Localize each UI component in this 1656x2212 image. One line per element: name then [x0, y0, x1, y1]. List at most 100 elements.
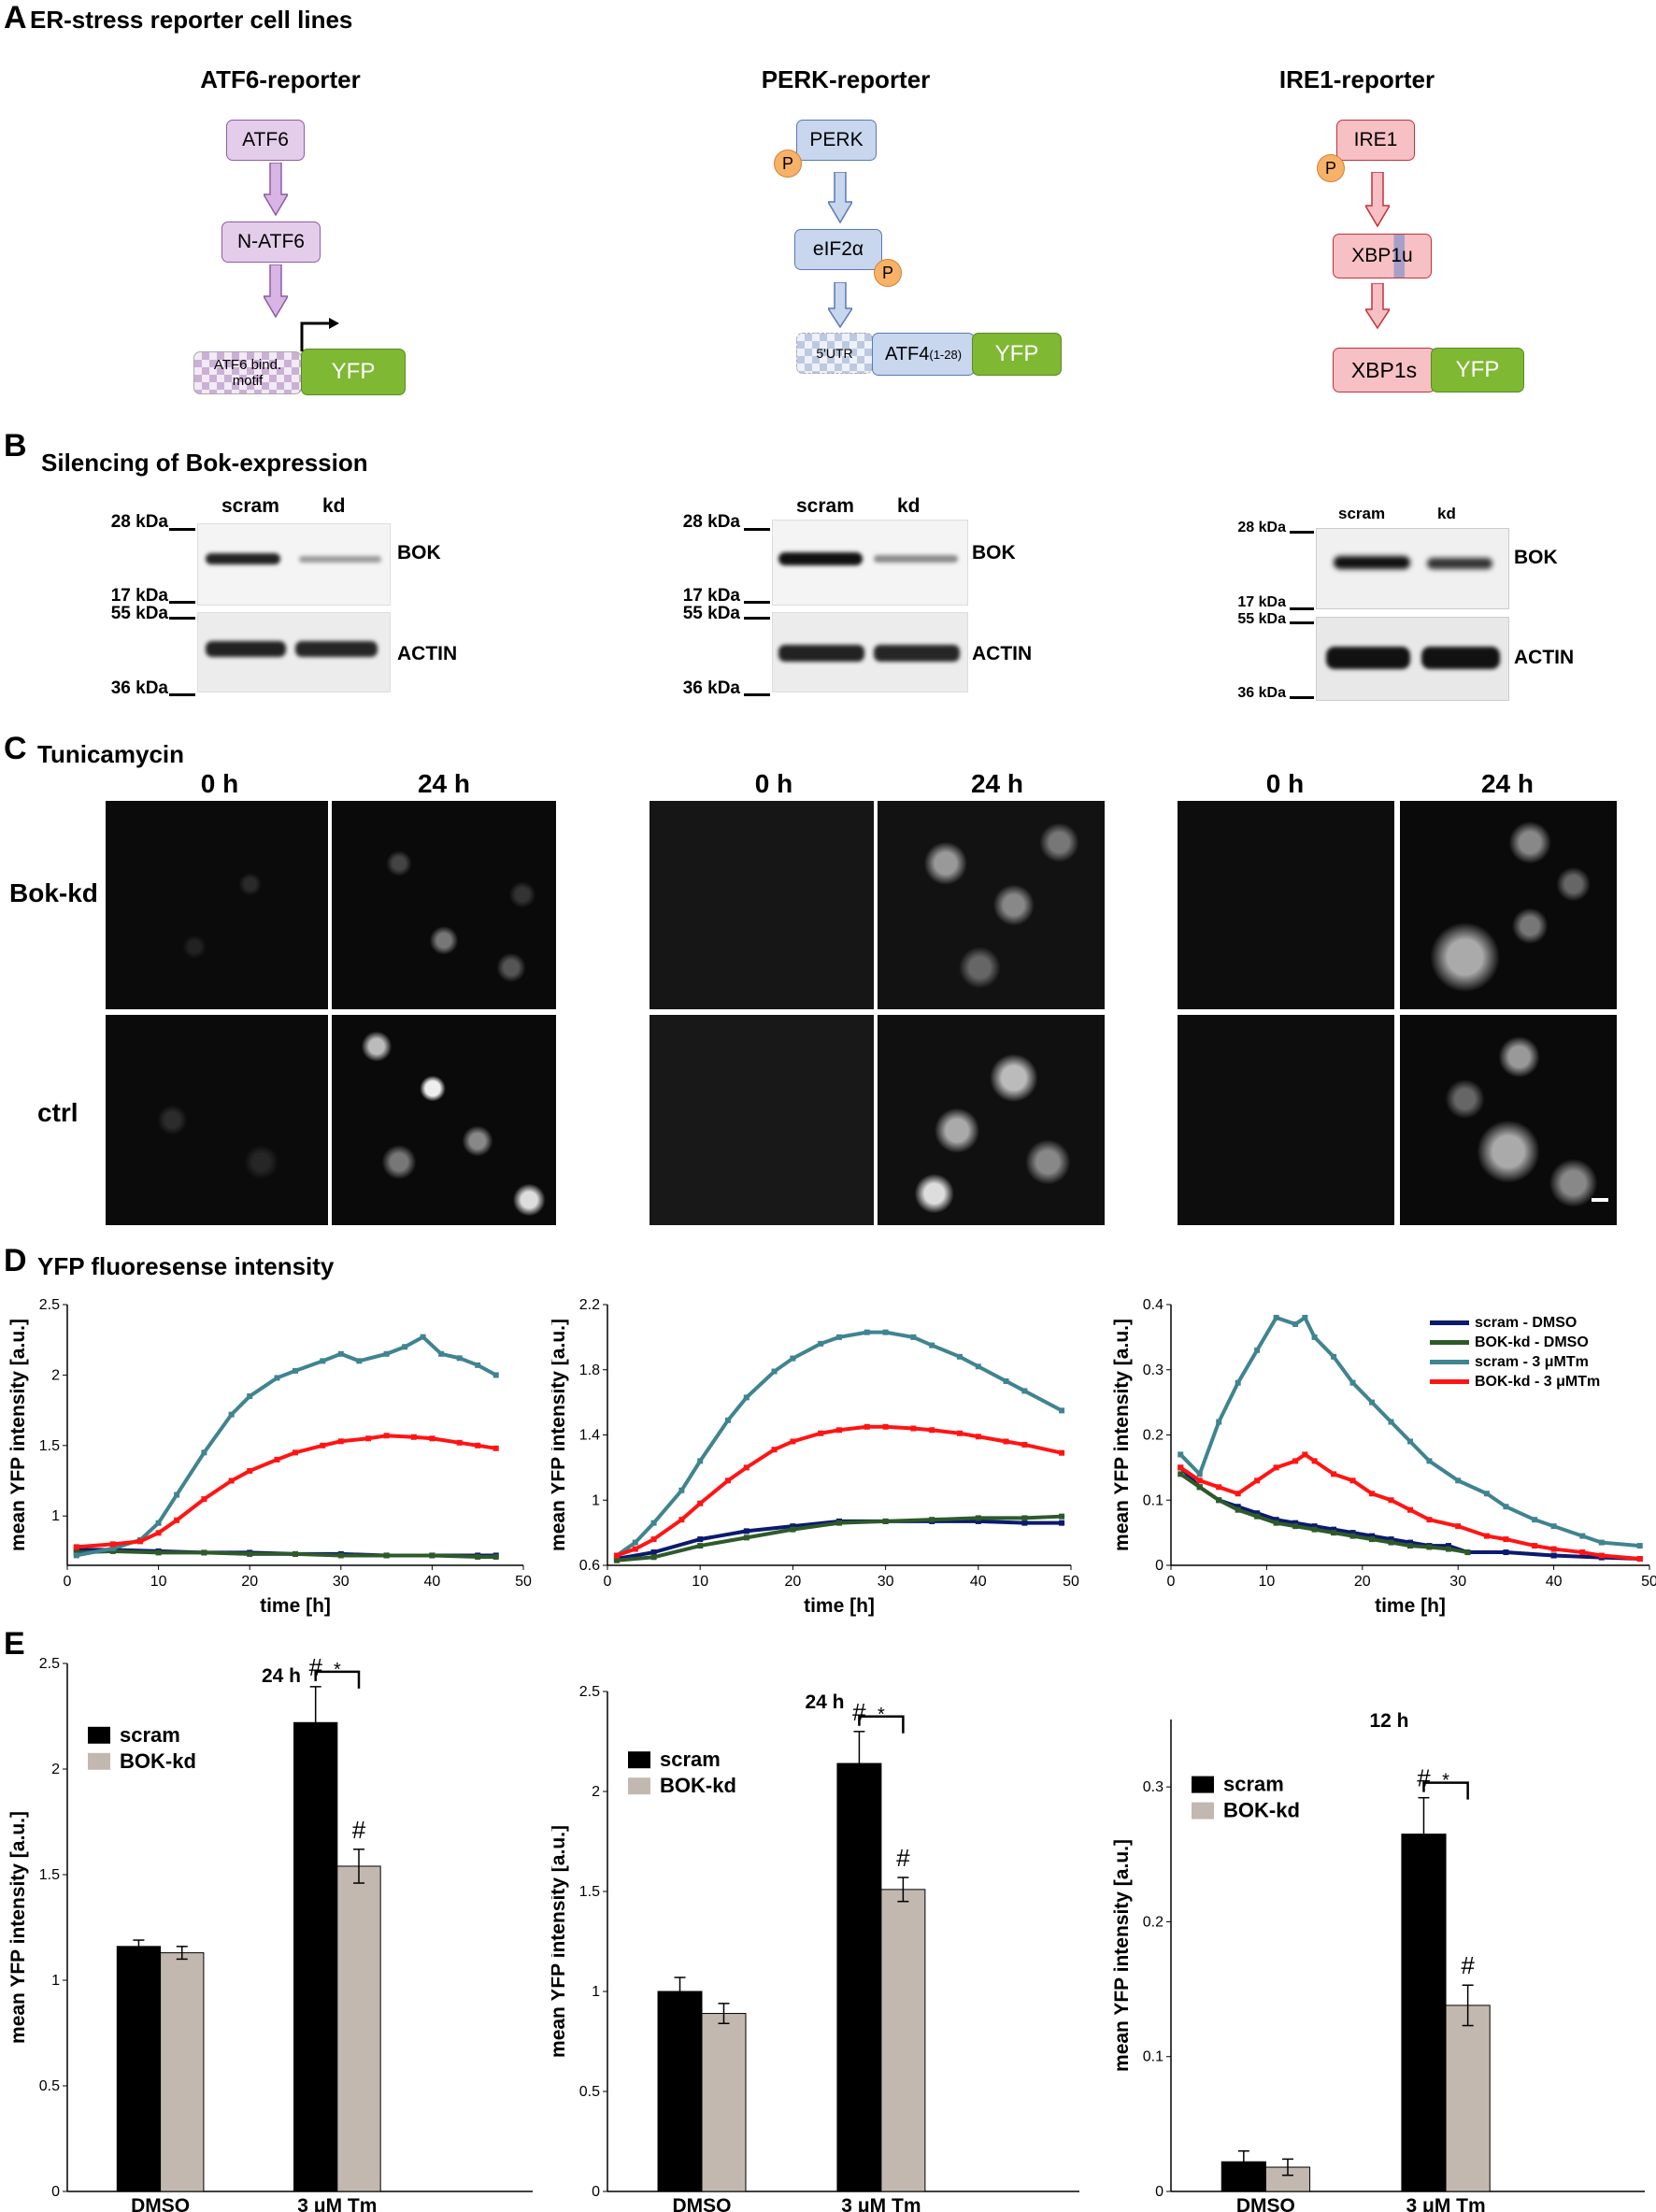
x-tick-label: 0 — [604, 1574, 612, 1590]
y-tick-label: 0 — [1155, 1558, 1163, 1574]
y-tick-label: 1 — [51, 1508, 60, 1524]
data-point — [365, 1435, 372, 1442]
data-point — [1349, 1379, 1356, 1386]
significance-hash: # — [308, 1653, 322, 1681]
scram-lane-label: scram — [796, 495, 854, 517]
data-point — [650, 1554, 657, 1561]
data-point — [1311, 1334, 1318, 1340]
legend-item-bok-tm: BOK-kd - 3 μMTm — [1430, 1372, 1645, 1391]
y-tick-label: 2 — [51, 1367, 60, 1383]
data-point — [882, 1518, 889, 1524]
data-point — [1273, 1464, 1279, 1471]
legend-label: scram — [1223, 1773, 1284, 1796]
data-point — [975, 1515, 981, 1521]
xbp1u-box: XBP1u — [1333, 234, 1432, 278]
x-category-label: 3 μM Tm — [841, 2195, 921, 2212]
y-tick-label: 1.8 — [579, 1363, 600, 1378]
data-point — [1302, 1314, 1308, 1320]
data-point — [456, 1355, 463, 1362]
legend-label: scram - 3 μMTm — [1475, 1354, 1589, 1370]
data-point — [790, 1523, 796, 1530]
data-point — [1331, 1471, 1337, 1477]
data-point — [73, 1544, 79, 1550]
time-24h-label: 24 h — [970, 769, 1024, 798]
scram-lane-label: scram — [1338, 505, 1386, 522]
data-point — [929, 1427, 935, 1434]
y-tick-label: 0 — [1155, 2184, 1163, 2200]
micrograph-atf6-ctrl-24h — [332, 1015, 556, 1225]
marker-17kda: 17 kDa — [682, 586, 740, 606]
arrow-down-icon — [1365, 172, 1390, 228]
n-atf6-box: N-ATF6 — [221, 221, 321, 263]
data-point — [1349, 1530, 1356, 1536]
series-line — [1179, 1472, 1468, 1555]
legend-swatch — [1430, 1320, 1469, 1325]
data-point — [1369, 1399, 1376, 1406]
x-tick-label: 30 — [1449, 1574, 1466, 1590]
data-point — [109, 1548, 116, 1554]
data-point — [956, 1430, 963, 1436]
data-point — [274, 1375, 280, 1381]
data-point — [882, 1423, 889, 1430]
data-point — [429, 1435, 435, 1442]
data-point — [975, 1434, 981, 1440]
data-point — [1532, 1517, 1538, 1523]
eif2a-box: eIF2α — [794, 229, 882, 270]
marker-28kda: 28 kDa — [110, 512, 168, 532]
significance-star: * — [1442, 1771, 1449, 1791]
promoter-arrow-icon — [300, 318, 339, 351]
data-point — [1388, 1419, 1394, 1425]
y-axis-label: mean YFP intensity [a.u.] — [7, 1811, 29, 2044]
series-line — [616, 1424, 1063, 1558]
legend-label: scram - DMSO — [1475, 1315, 1577, 1331]
legend-swatch — [1430, 1360, 1469, 1364]
data-point — [724, 1477, 731, 1484]
data-point — [790, 1355, 796, 1362]
data-point — [137, 1538, 144, 1545]
significance-bracket — [858, 1715, 905, 1734]
x-tick-label: 0 — [1167, 1574, 1176, 1590]
significance-hash: # — [352, 1816, 366, 1844]
line-legend: scram - DMSO BOK-kd - DMSO scram - 3 μMT… — [1430, 1313, 1645, 1391]
micrograph-ire1-ctrl-0h — [1178, 1015, 1394, 1225]
data-point — [1579, 1549, 1586, 1556]
data-point — [1216, 1497, 1222, 1504]
y-tick-label: 0.5 — [39, 2078, 60, 2094]
data-point — [1178, 1471, 1184, 1477]
bar-chart-perk: 0 0.5 1 1.5 2 2.5 mean YFP intensity [a.u.] 24 … — [551, 1684, 1079, 2212]
significance-star: * — [878, 1705, 885, 1725]
xbp1s-box: XBP1s — [1333, 348, 1435, 392]
legend-swatch — [88, 1752, 110, 1770]
bar — [116, 1946, 162, 2192]
data-point — [1235, 1379, 1241, 1386]
data-point — [1503, 1504, 1509, 1510]
panel-c-title: Tunicamycin — [37, 740, 185, 768]
data-point — [1503, 1549, 1509, 1556]
data-point — [1369, 1533, 1376, 1539]
data-point — [155, 1520, 162, 1526]
data-point — [1235, 1491, 1241, 1497]
y-tick-label: 0.6 — [579, 1558, 600, 1574]
marker-36kda: 36 kDa — [1237, 685, 1286, 701]
series-line — [615, 1330, 1064, 1558]
panel-a-title: ER-stress reporter cell lines — [30, 6, 353, 34]
legend-swatch — [1192, 1802, 1214, 1820]
atf4-box: ATF4 (1-28) — [872, 333, 975, 376]
x-category-label: 3 μM Tm — [297, 2195, 377, 2212]
time-0h-label: 0 h — [1265, 769, 1305, 798]
marker-55kda: 55 kDa — [1237, 611, 1286, 627]
data-point — [1445, 1546, 1451, 1552]
data-point — [836, 1520, 842, 1526]
data-point — [383, 1552, 390, 1559]
atf6-yfp-box: YFP — [301, 349, 406, 395]
marker-28kda: 28 kDa — [682, 512, 740, 532]
data-point — [1464, 1549, 1471, 1556]
y-axis-label: mean YFP intensity [a.u.] — [551, 1319, 569, 1551]
y-tick-label: 0.3 — [1143, 1779, 1163, 1795]
time-24h-label: 24 h — [1480, 769, 1535, 798]
data-point — [1311, 1523, 1318, 1530]
x-tick-label: 20 — [1354, 1574, 1371, 1590]
line-chart-atf6: 0 10 20 30 40 50 1 1.5 2 2.5 time [h] mean YFP inte… — [7, 1297, 532, 1617]
data-point — [818, 1340, 824, 1347]
data-point — [910, 1425, 917, 1432]
